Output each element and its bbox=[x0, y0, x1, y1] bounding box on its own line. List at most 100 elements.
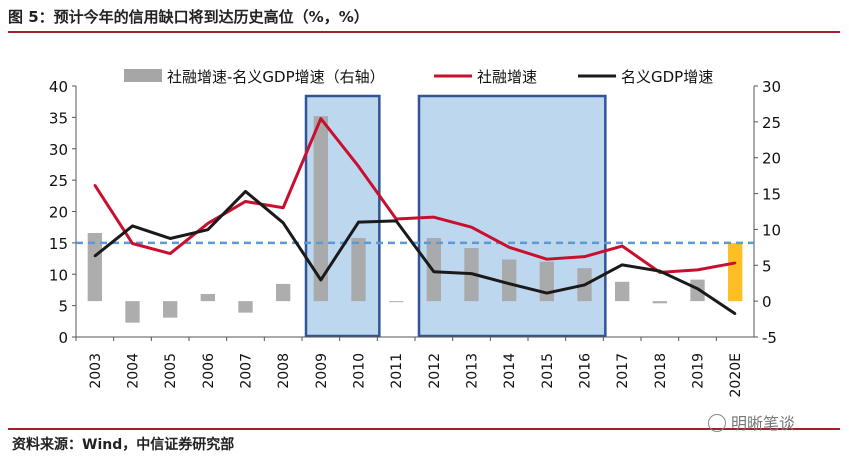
tick-labels: 0 5 10 15 20 25 30 35 40 -5 0 5 10 15 20 25 30 2003 2004 20… bbox=[49, 78, 781, 397]
highlight-regions bbox=[304, 94, 607, 338]
gdp-point-2017 bbox=[620, 263, 624, 267]
x-tick-label: 2016 bbox=[578, 353, 594, 389]
x-tick-label: 2012 bbox=[427, 353, 443, 389]
tsf-point-2014 bbox=[507, 246, 511, 249]
tsf-point-2016 bbox=[583, 255, 586, 258]
tsf-point-2020E bbox=[733, 261, 737, 265]
gdp-point-2020E bbox=[733, 312, 737, 315]
left-tick-label: 15 bbox=[49, 235, 68, 253]
left-tick-label: 30 bbox=[49, 141, 68, 159]
tsf-point-2013 bbox=[470, 225, 473, 229]
nominal-gdp-growth-line bbox=[93, 189, 736, 316]
left-tick-label: 40 bbox=[49, 78, 68, 96]
x-tick-label: 2015 bbox=[540, 353, 556, 389]
x-tick-label: 2013 bbox=[465, 353, 481, 389]
tsf-growth-line bbox=[93, 117, 736, 274]
source-rule bbox=[8, 428, 840, 430]
legend-label-tsf: 社融增速 bbox=[477, 68, 537, 86]
legend-swatch-bars bbox=[124, 69, 162, 82]
tsf-point-2005 bbox=[168, 252, 172, 255]
x-tick-label: 2003 bbox=[88, 353, 104, 389]
bar-2003 bbox=[87, 233, 102, 302]
tsf-point-2008 bbox=[281, 206, 285, 209]
bar-2006 bbox=[200, 293, 215, 302]
x-tick-label: 2019 bbox=[691, 353, 707, 389]
bar-2011 bbox=[389, 301, 404, 303]
gdp-point-2018 bbox=[658, 269, 662, 273]
gdp-point-2006 bbox=[206, 228, 210, 231]
tsf-point-2006 bbox=[206, 222, 210, 225]
left-tick-label: 35 bbox=[49, 109, 68, 127]
bar-2005 bbox=[163, 301, 178, 318]
tsf-point-2015 bbox=[545, 257, 549, 261]
bar-2015 bbox=[539, 261, 554, 302]
bar-2018 bbox=[652, 301, 667, 304]
watermark-text: 明晰笔谈 bbox=[731, 414, 796, 433]
bar-2008 bbox=[276, 283, 291, 302]
axes bbox=[72, 85, 758, 341]
right-tick-label: 5 bbox=[762, 257, 772, 275]
x-tick-label: 2008 bbox=[276, 353, 292, 389]
x-tick-label: 2007 bbox=[239, 353, 255, 389]
bar-2007 bbox=[238, 301, 253, 313]
tsf-point-2010 bbox=[357, 165, 360, 168]
legend: 社融增速-名义GDP增速（右轴） 社融增速 名义GDP增速 bbox=[124, 68, 713, 86]
watermark: 明晰笔谈 bbox=[708, 410, 795, 434]
figure-title: 图 5：预计今年的信用缺口将到达历史高位（%，%） bbox=[8, 8, 369, 26]
left-tick-label: 25 bbox=[49, 172, 68, 190]
right-tick-label: -5 bbox=[762, 329, 777, 347]
gdp-point-2009 bbox=[319, 278, 323, 282]
tsf-point-2019 bbox=[696, 268, 699, 272]
x-tick-label: 2018 bbox=[653, 353, 669, 389]
gdp-point-2003 bbox=[93, 254, 97, 258]
bar-2020E bbox=[728, 243, 743, 302]
gdp-point-2005 bbox=[168, 237, 172, 240]
right-tick-label: 30 bbox=[762, 78, 781, 96]
tsf-point-2004 bbox=[131, 242, 134, 245]
legend-label-gdp: 名义GDP增速 bbox=[621, 68, 713, 86]
gdp-point-2007 bbox=[244, 190, 247, 193]
title-rule bbox=[8, 31, 840, 33]
gdp-point-2015 bbox=[545, 291, 549, 295]
tsf-point-2012 bbox=[432, 215, 436, 219]
left-tick-label: 0 bbox=[58, 329, 68, 347]
gdp-point-2010 bbox=[357, 220, 360, 224]
gdp-point-2012 bbox=[432, 270, 436, 273]
right-tick-label: 20 bbox=[762, 150, 781, 168]
bar-2010 bbox=[351, 238, 366, 302]
bar-2017 bbox=[615, 281, 630, 302]
gdp-point-2014 bbox=[507, 282, 511, 285]
gdp-point-2004 bbox=[131, 224, 134, 228]
x-tick-label: 2020E bbox=[728, 353, 744, 397]
tsf-point-2009 bbox=[319, 117, 323, 120]
wechat-icon bbox=[708, 414, 726, 432]
tsf-point-2017 bbox=[620, 244, 624, 248]
bar-2014 bbox=[502, 259, 517, 302]
gdp-point-2008 bbox=[281, 221, 285, 224]
gdp-point-2019 bbox=[696, 287, 699, 290]
x-tick-label: 2014 bbox=[502, 353, 518, 389]
gdp-point-2013 bbox=[470, 272, 473, 275]
left-tick-label: 5 bbox=[58, 298, 68, 316]
legend-label-bars: 社融增速-名义GDP增速（右轴） bbox=[167, 68, 385, 86]
tsf-point-2003 bbox=[93, 183, 97, 187]
gdp-point-2016 bbox=[583, 283, 586, 287]
tsf-point-2007 bbox=[244, 200, 247, 203]
source-note: 资料来源：Wind，中信证券研究部 bbox=[12, 437, 235, 453]
x-tick-label: 2011 bbox=[389, 353, 405, 389]
bar-2004 bbox=[125, 301, 140, 323]
line-series bbox=[93, 117, 737, 316]
x-tick-label: 2004 bbox=[126, 353, 142, 389]
x-tick-label: 2010 bbox=[352, 353, 368, 389]
right-tick-label: 25 bbox=[762, 114, 781, 132]
left-tick-label: 10 bbox=[49, 266, 68, 284]
x-tick-label: 2005 bbox=[163, 353, 179, 389]
bar-2009 bbox=[313, 116, 328, 302]
x-tick-label: 2017 bbox=[615, 353, 631, 389]
right-tick-label: 0 bbox=[762, 293, 772, 311]
x-tick-label: 2006 bbox=[201, 353, 217, 389]
gdp-point-2011 bbox=[394, 219, 398, 223]
right-tick-label: 10 bbox=[762, 221, 781, 239]
left-tick-label: 20 bbox=[49, 204, 68, 222]
